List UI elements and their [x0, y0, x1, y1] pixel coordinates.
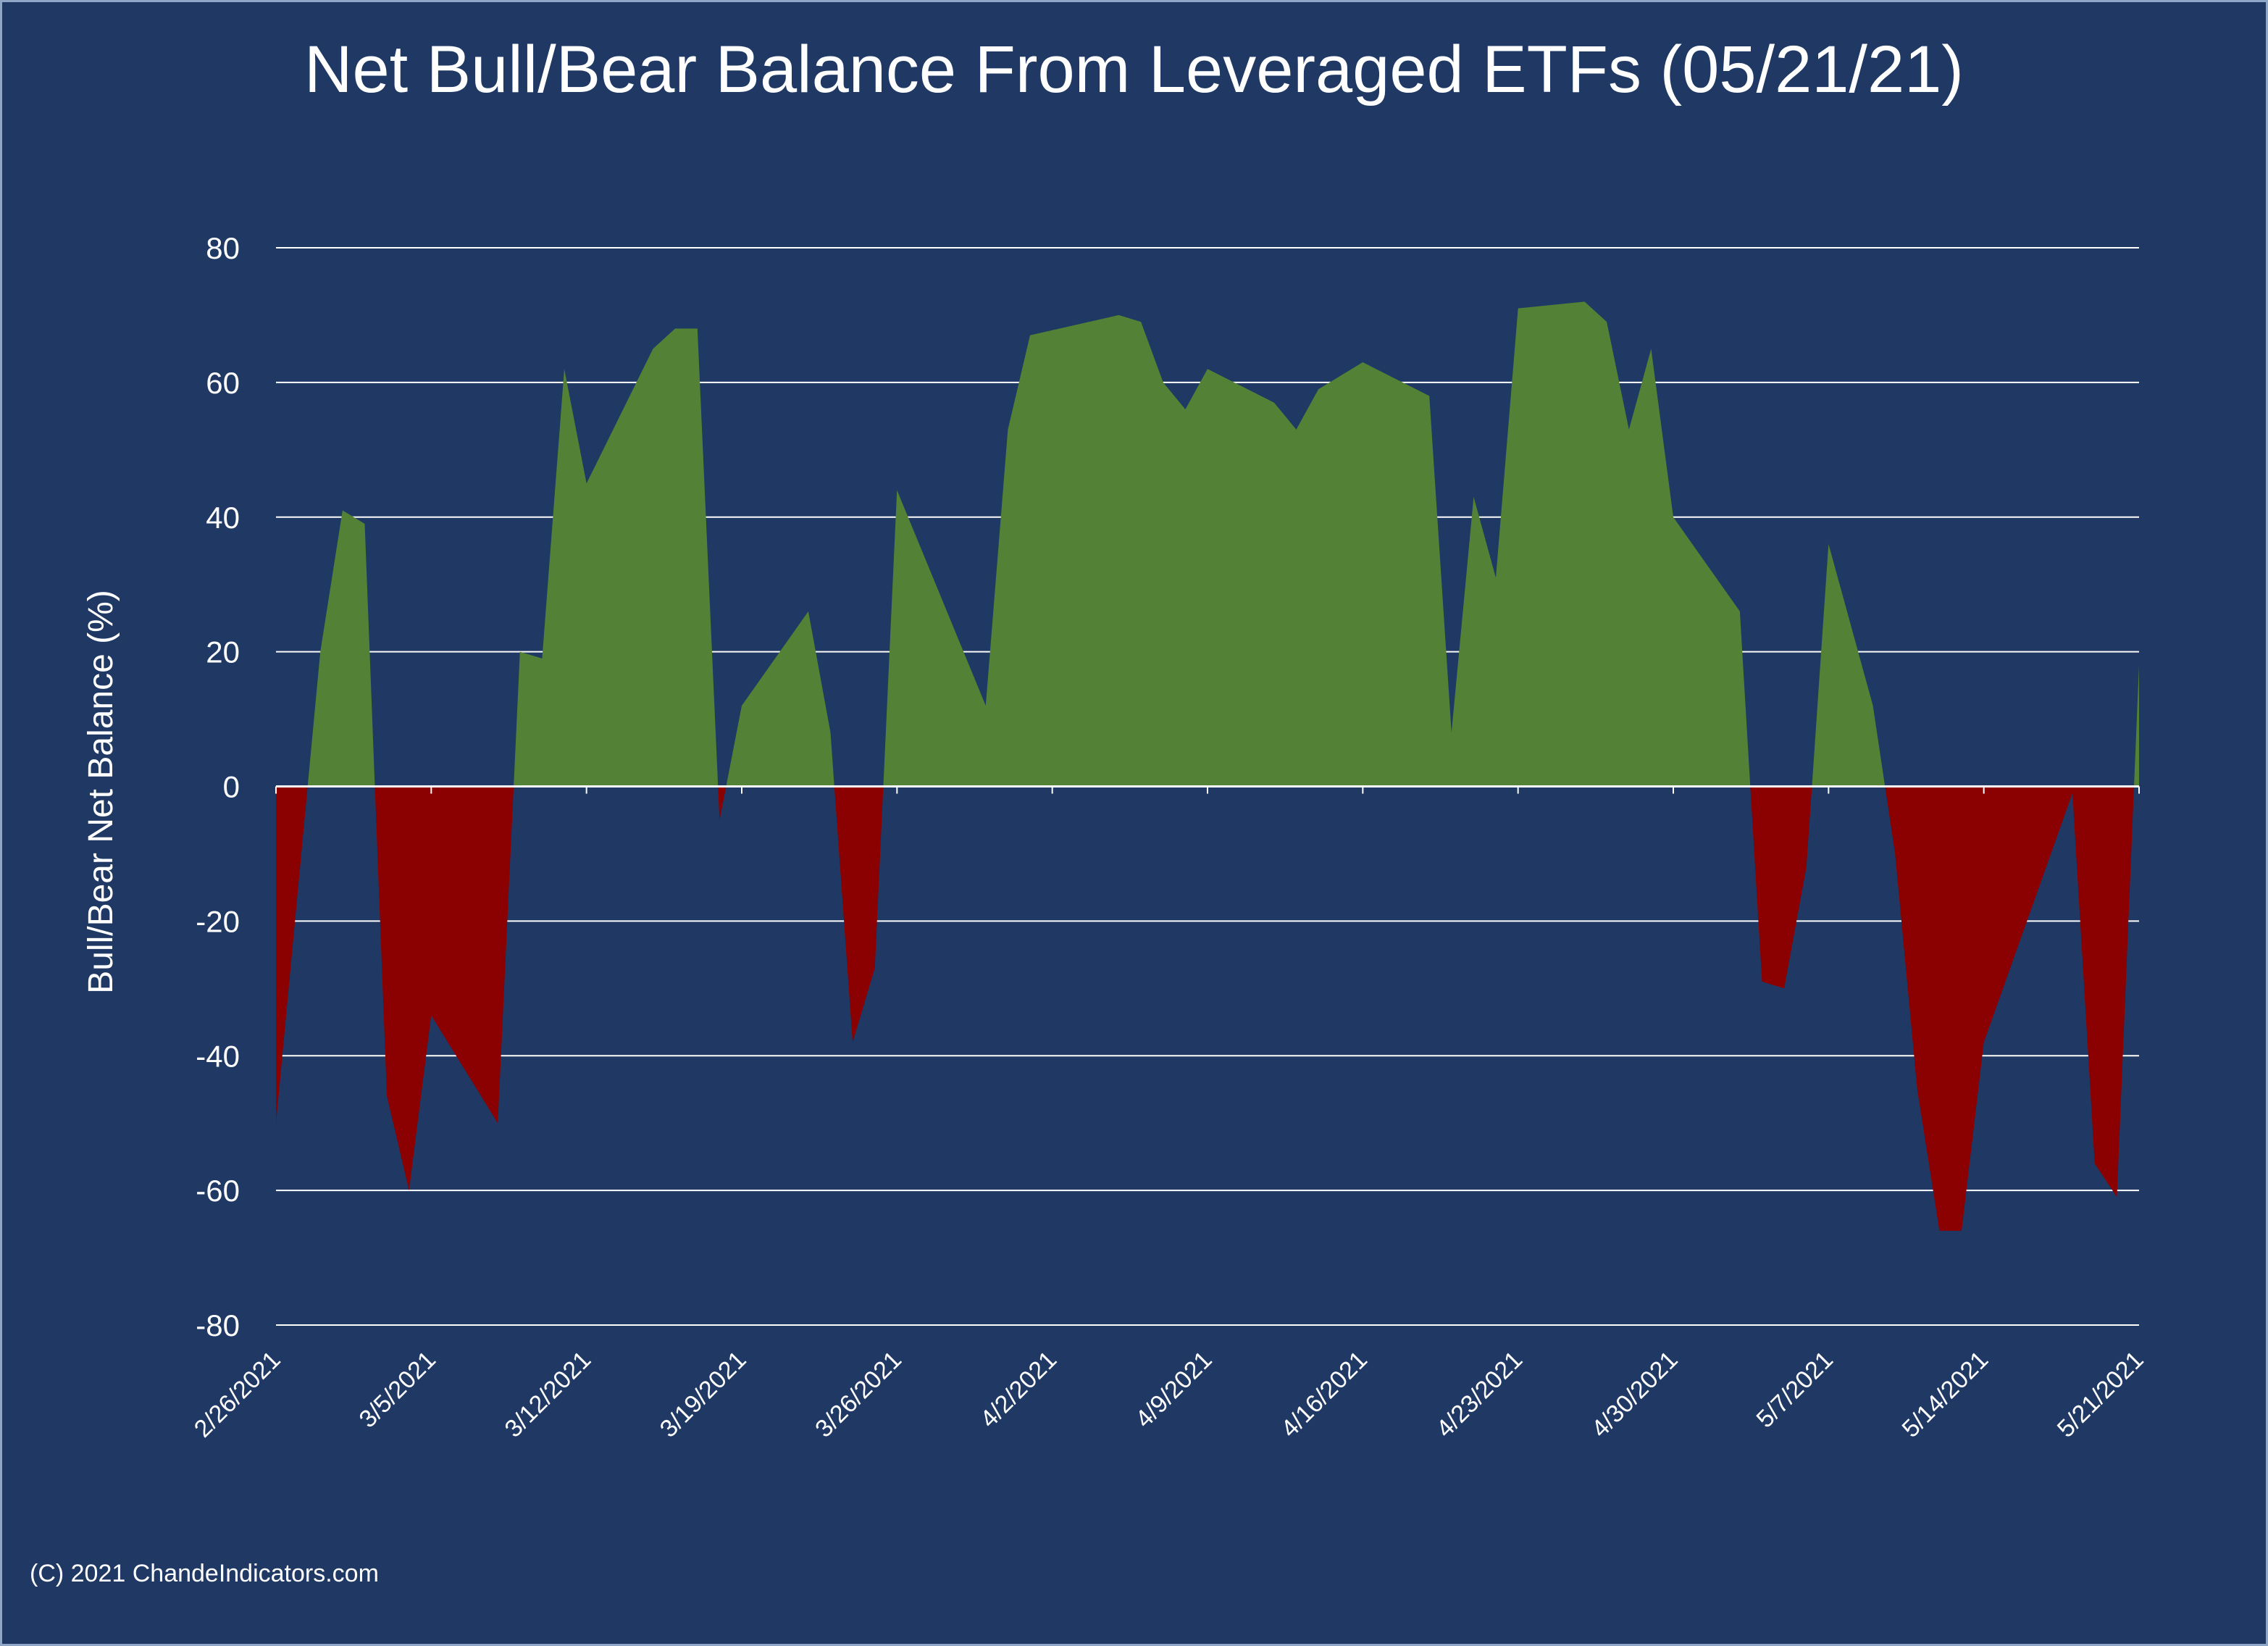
- negative-area: [374, 786, 514, 1191]
- negative-area: [1885, 786, 2135, 1231]
- y-tick-label: -20: [196, 904, 240, 938]
- negative-area: [834, 786, 884, 1043]
- y-tick-label: 40: [206, 501, 240, 535]
- chart-title: Net Bull/Bear Balance From Leveraged ETF…: [304, 33, 1964, 106]
- x-tick-label: 4/2/2021: [975, 1346, 1062, 1433]
- x-tick-label: 4/30/2021: [1586, 1346, 1683, 1443]
- y-tick-label: -80: [196, 1308, 240, 1342]
- x-tick-label: 4/16/2021: [1276, 1346, 1373, 1443]
- y-tick-label: 60: [206, 366, 240, 400]
- copyright-text: (C) 2021 ChandeIndicators.com: [30, 1560, 379, 1587]
- y-tick-label: 0: [223, 770, 240, 804]
- x-tick-label: 5/7/2021: [1752, 1346, 1838, 1433]
- positive-area: [726, 611, 834, 787]
- x-tick-label: 5/21/2021: [2052, 1346, 2149, 1443]
- positive-area: [2134, 665, 2139, 787]
- negative-area: [1750, 786, 1812, 989]
- positive-area: [514, 328, 719, 787]
- negative-area: [276, 786, 308, 1124]
- x-tick-label: 3/12/2021: [499, 1346, 596, 1443]
- area-series: [276, 301, 2139, 1231]
- y-tick-labels: 80 60 40 20 0 -20 -40 -60 -80: [196, 231, 240, 1342]
- negative-area: [718, 786, 727, 820]
- x-tick-label: 4/9/2021: [1130, 1346, 1217, 1433]
- y-tick-label: -40: [196, 1039, 240, 1073]
- positive-area: [307, 510, 375, 787]
- y-tick-label: 80: [206, 231, 240, 265]
- x-tick-label: 5/14/2021: [1896, 1346, 1993, 1443]
- x-tick-label: 3/19/2021: [655, 1346, 752, 1443]
- x-tick-labels: 2/26/2021 3/5/2021 3/12/2021 3/19/2021 3/26/…: [189, 1346, 2149, 1443]
- y-tick-label: 20: [206, 635, 240, 669]
- x-axis: [275, 785, 2140, 794]
- y-axis-title: Bull/Bear Net Balance (%): [82, 590, 120, 994]
- x-tick-label: 2/26/2021: [189, 1346, 286, 1443]
- x-tick-label: 3/26/2021: [810, 1346, 907, 1443]
- positive-area: [1812, 543, 1886, 787]
- positive-area: [883, 301, 1751, 787]
- x-tick-label: 3/5/2021: [354, 1346, 441, 1433]
- x-tick-label: 4/23/2021: [1431, 1346, 1528, 1443]
- y-tick-label: -60: [196, 1174, 240, 1208]
